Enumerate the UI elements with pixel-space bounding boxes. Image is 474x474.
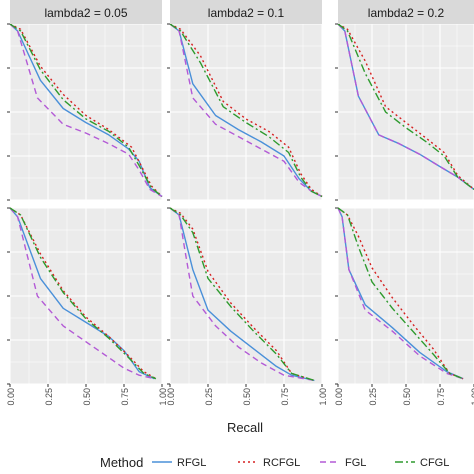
panel	[7, 23, 163, 201]
series-line-cfgl	[9, 23, 163, 198]
x-tick-label: 0.50	[82, 388, 92, 406]
series-line-fgl	[9, 23, 163, 198]
series-line-cfgl	[337, 207, 464, 380]
panel	[335, 23, 474, 201]
series-line-cfgl	[9, 207, 157, 380]
x-tick-label: 1.00	[158, 388, 168, 406]
series-line-fgl	[9, 207, 155, 380]
legend-label-fgl: FGL	[345, 457, 366, 469]
series-line-fgl	[169, 207, 315, 382]
series-line-rfgl	[9, 23, 163, 198]
x-tick-label: 0.75	[120, 388, 130, 406]
legend-label-cfgl: CFGL	[420, 457, 449, 469]
x-tick-label: 0.00	[166, 388, 176, 406]
x-tick-label: 0.25	[204, 388, 214, 406]
x-tick-label: 0.75	[436, 388, 446, 406]
x-tick-label: 0.00	[334, 388, 344, 406]
panel	[7, 207, 163, 385]
x-tick-label: 1.00	[318, 388, 328, 406]
panel	[335, 207, 474, 385]
x-tick-label: 0.50	[402, 388, 412, 406]
series-line-cfgl	[169, 23, 323, 198]
facet-strip-label: lambda2 = 0.05	[44, 6, 127, 20]
legend-label-rcfgl: RCFGL	[263, 457, 300, 469]
x-tick-label: 0.50	[242, 388, 252, 406]
axes: Recall 0.00 0.25 0.50 0.75 1.000.00 0.25 0.50 0…	[6, 384, 474, 435]
x-tick-label: 0.25	[368, 388, 378, 406]
x-tick-label: 0.00	[6, 388, 16, 406]
x-axis-label: Recall	[227, 420, 263, 435]
panel	[167, 23, 323, 201]
series-line-rcfgl	[337, 207, 464, 380]
facet-strips: lambda2 = 0.05 lambda2 = 0.1 lambda2 = 0.2	[10, 0, 474, 24]
facet-strip	[170, 0, 322, 24]
series-line-rfgl	[169, 23, 323, 198]
legend-label-rfgl: RFGL	[177, 457, 206, 469]
x-tick-label: 1.00	[470, 388, 474, 406]
series-line-cfgl	[337, 23, 474, 190]
panel	[167, 207, 323, 385]
facet-strip-label: lambda2 = 0.1	[208, 6, 285, 20]
series-line-fgl	[169, 23, 323, 198]
facet-strip	[10, 0, 162, 24]
series-line-rfgl	[169, 207, 315, 382]
series-line-fgl	[337, 207, 464, 380]
series-line-rfgl	[9, 207, 155, 380]
legend: Method RFGL RCFGL FGL CFGL	[100, 455, 449, 470]
series-line-rcfgl	[169, 207, 315, 382]
facet-strip	[338, 0, 474, 24]
series-line-rfgl	[337, 207, 464, 380]
facet-strip-label: lambda2 = 0.2	[368, 6, 445, 20]
x-tick-label: 0.25	[44, 388, 54, 406]
series-line-fgl	[337, 23, 474, 190]
series-line-rcfgl	[9, 207, 157, 380]
legend-title: Method	[100, 455, 143, 470]
x-tick-label: 0.75	[280, 388, 290, 406]
series-line-cfgl	[169, 207, 315, 382]
panels	[7, 23, 474, 385]
